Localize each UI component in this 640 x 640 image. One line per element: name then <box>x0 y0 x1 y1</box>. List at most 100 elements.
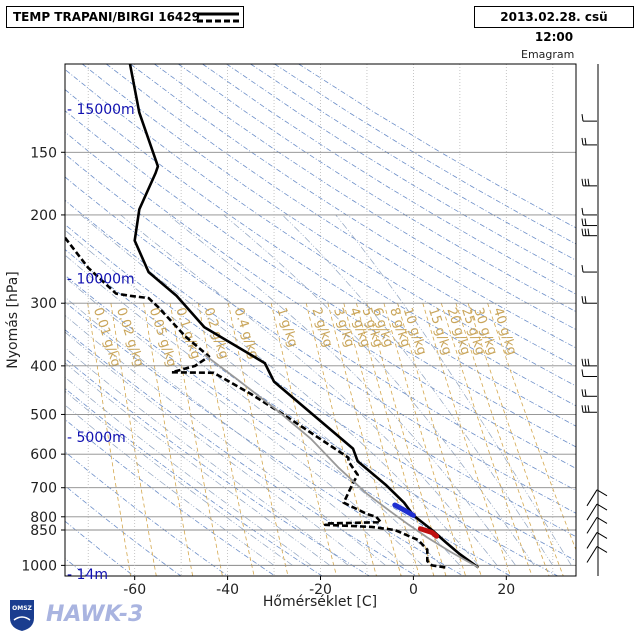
pressure-tick-label: 300 <box>30 296 57 312</box>
moist-adiabat-line <box>65 229 461 566</box>
mixing-ratio-line <box>169 303 223 576</box>
height-label: - 5000m <box>67 430 126 446</box>
mixing-ratio-line <box>440 303 533 576</box>
wind-barb <box>581 405 597 413</box>
omsz-logo: OMSZ <box>10 600 34 631</box>
moist-adiabat-line <box>65 254 442 566</box>
mixing-ratio-line <box>197 303 255 576</box>
mixing-ratio-line <box>455 303 550 576</box>
legend-line-icon <box>197 12 239 23</box>
station-title: TEMP TRAPANI/BIRGI 16429 <box>13 10 200 24</box>
x-tick-label: 20 <box>497 582 515 598</box>
dry-adiabat-line <box>65 153 576 491</box>
moist-adiabat-line <box>65 296 405 566</box>
mixing-ratio-label: 0.1 g/kg <box>172 306 203 361</box>
wind-barb <box>581 358 597 367</box>
mixing-ratio-line <box>467 303 564 576</box>
diagram-type-label: Emagram <box>521 48 575 61</box>
wind-barb <box>581 264 597 273</box>
mixing-ratio-line <box>327 303 402 576</box>
datetime: 2013.02.28. csü 12:00 <box>500 10 608 44</box>
moist-adiabat-line <box>65 276 423 566</box>
dry-adiabat-line <box>82 64 576 387</box>
wind-barb <box>581 137 597 146</box>
mixing-ratio-line <box>356 303 435 576</box>
wind-barb <box>581 207 597 216</box>
x-tick-label: 0 <box>409 582 418 598</box>
dry-adiabat-line <box>106 64 576 368</box>
dry-adiabat-line <box>65 301 464 576</box>
mixing-ratio-line <box>397 303 482 576</box>
mixing-ratio-line <box>422 303 511 576</box>
wind-barb <box>581 296 597 304</box>
mixing-ratio-label: 1 g/kg <box>273 306 300 349</box>
dry-adiabat-line <box>65 329 417 576</box>
mixing-ratio-line <box>143 303 194 576</box>
datetime-box: 2013.02.28. csü 12:00 <box>474 6 634 44</box>
moist-adiabat-line <box>120 214 498 566</box>
temperature-line <box>128 64 480 569</box>
dry-adiabat-line <box>65 485 182 576</box>
mixing-ratio-line <box>227 303 289 576</box>
wind-barb <box>581 178 597 187</box>
height-label: - 10000m <box>67 272 135 288</box>
wind-barb <box>581 114 597 122</box>
dry-adiabat-line <box>65 110 576 448</box>
dry-adiabat-line <box>178 64 576 313</box>
dry-adiabat-line <box>65 418 276 576</box>
x-tick-label: -40 <box>216 582 239 598</box>
highlight-segment <box>417 526 440 539</box>
pressure-tick-label: 800 <box>30 510 57 526</box>
wind-barb <box>586 503 608 521</box>
wind-barb <box>586 516 608 534</box>
height-label: - 15000m <box>67 102 135 118</box>
wind-barb <box>581 228 597 237</box>
wind-barb <box>586 532 608 549</box>
dry-adiabat-line <box>65 451 229 576</box>
x-tick-label: -20 <box>309 582 332 598</box>
dry-adiabat-line <box>65 131 576 469</box>
mixing-ratio-line <box>110 303 157 576</box>
dry-adiabat-line <box>65 224 576 562</box>
product-name: HAWK-3 <box>46 602 144 627</box>
x-tick-label: -60 <box>123 582 146 598</box>
mixing-ratio-line <box>270 303 337 576</box>
wind-barb <box>581 218 597 227</box>
dry-adiabat-line <box>65 387 323 576</box>
highlight-segment <box>392 502 416 518</box>
x-axis-label: Hőmérséklet [C] <box>263 594 377 610</box>
pressure-tick-label: 1000 <box>21 558 57 574</box>
mixing-ratio-line <box>366 303 447 576</box>
dry-adiabat-line <box>65 68 576 407</box>
station-title-box: TEMP TRAPANI/BIRGI 16429 <box>6 6 244 28</box>
mixing-ratio-line <box>383 303 466 576</box>
wind-barb <box>581 389 597 397</box>
dry-adiabat-line <box>250 64 576 261</box>
pressure-tick-label: 700 <box>30 481 57 497</box>
logo-text: OMSZ <box>12 605 32 612</box>
parcel-line <box>203 353 479 569</box>
mixing-ratio-line <box>343 303 420 576</box>
dry-adiabat-line <box>65 357 370 576</box>
wind-barb <box>581 369 597 377</box>
pressure-tick-label: 600 <box>30 447 57 463</box>
pressure-tick-label: 500 <box>30 407 57 423</box>
mixing-ratio-line <box>87 303 131 576</box>
moist-adiabat-line <box>223 214 535 566</box>
moist-adiabat-line <box>65 314 386 566</box>
moist-adiabat-line <box>282 214 554 566</box>
wind-barb <box>586 546 608 563</box>
mixing-ratio-line <box>487 303 576 552</box>
dewpoint-line <box>65 236 447 569</box>
dry-adiabat-line <box>130 64 576 349</box>
dry-adiabat-line <box>65 248 558 576</box>
height-label: - 14m <box>67 567 108 583</box>
dry-adiabat-line <box>65 176 576 514</box>
y-axis-label: Nyomás [hPa] <box>5 271 21 368</box>
wind-barb <box>586 489 608 507</box>
pressure-tick-label: 400 <box>30 359 57 375</box>
dry-adiabat-line <box>65 520 135 576</box>
dry-adiabat-line <box>65 274 511 576</box>
moist-adiabat-line <box>335 214 572 566</box>
